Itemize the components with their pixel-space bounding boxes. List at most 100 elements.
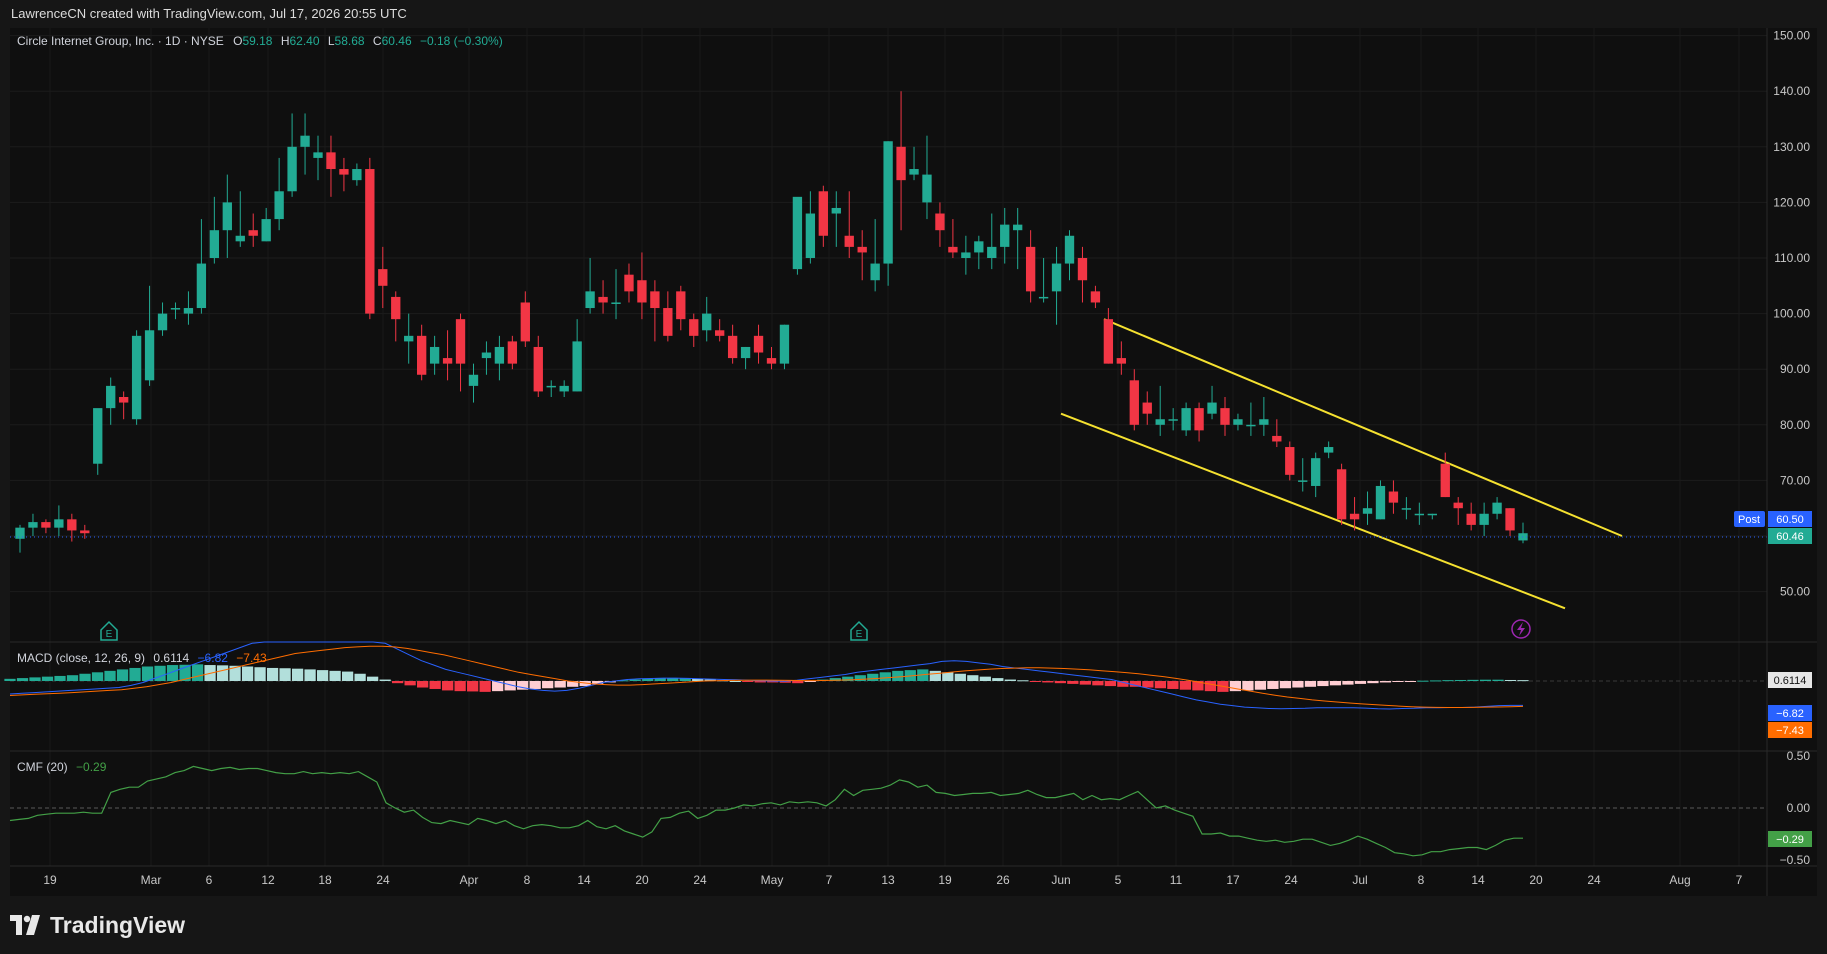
signal-line-badge: −7.43 bbox=[1768, 722, 1812, 738]
dividend-lightning-marker[interactable] bbox=[1511, 619, 1531, 639]
candle-body bbox=[637, 280, 647, 303]
macd-histogram-bar bbox=[942, 672, 954, 681]
macd-histogram-bar bbox=[729, 681, 741, 682]
lightning-icon bbox=[1511, 619, 1531, 639]
candle-body bbox=[80, 530, 90, 534]
candle-body bbox=[1207, 402, 1217, 414]
time-tick-label: 14 bbox=[577, 873, 591, 887]
candle-body bbox=[157, 313, 168, 331]
candle-body bbox=[1038, 296, 1049, 299]
cmf-badge-bg bbox=[1768, 831, 1812, 847]
candle-body bbox=[779, 324, 790, 364]
macd-histogram-bar bbox=[241, 666, 254, 681]
earnings-marker[interactable]: E bbox=[850, 620, 868, 641]
macd-histogram-bar bbox=[867, 673, 879, 681]
candle-body bbox=[1298, 480, 1308, 482]
tradingview-logo[interactable]: TradingView bbox=[10, 908, 185, 942]
macd-histogram-bar bbox=[1492, 679, 1504, 681]
macd-histogram-bar bbox=[617, 680, 629, 682]
candle-body bbox=[1453, 502, 1463, 509]
macd-histogram-bar bbox=[467, 681, 479, 692]
open-label: O bbox=[233, 34, 242, 48]
macd-histogram-bar bbox=[1179, 681, 1192, 690]
price-tick-label: 90.00 bbox=[1780, 362, 1810, 376]
close-label: C bbox=[373, 34, 382, 48]
candle-body bbox=[896, 146, 906, 181]
candle-body bbox=[1168, 419, 1178, 421]
candle-body bbox=[1285, 447, 1295, 475]
cmf-tick-label: 0.50 bbox=[1787, 749, 1811, 763]
macd-legend-macd: −6.82 bbox=[198, 651, 229, 665]
macd-histogram-bar bbox=[404, 681, 416, 686]
candle-body bbox=[831, 207, 841, 214]
candle-body bbox=[481, 352, 492, 359]
price-tick-label: 70.00 bbox=[1780, 473, 1810, 487]
candle-body bbox=[676, 291, 686, 320]
macd-hist-badge-text: 0.6114 bbox=[1774, 675, 1807, 687]
candle-body bbox=[54, 519, 64, 528]
macd-histogram-bar bbox=[1442, 680, 1454, 682]
time-tick-label: 8 bbox=[524, 873, 531, 887]
macd-histogram-bar bbox=[179, 664, 191, 681]
macd-histogram-bar bbox=[1517, 680, 1529, 682]
trend-channel[interactable] bbox=[1060, 318, 1623, 610]
candle-body bbox=[844, 235, 854, 247]
candle-body bbox=[313, 152, 323, 158]
earnings-marker[interactable]: E bbox=[100, 620, 118, 641]
candle-body bbox=[740, 346, 751, 359]
macd-line bbox=[9, 641, 1523, 710]
candle-body bbox=[93, 408, 103, 464]
time-axis[interactable]: 19 Mar 6 12 18 24 Apr 8 14 20 24 May 7 13 19 26 Jun 5 11 17… bbox=[43, 873, 1742, 887]
candle-body bbox=[118, 397, 129, 403]
macd-histogram-bar bbox=[1467, 679, 1479, 681]
time-tick-label: 26 bbox=[996, 873, 1010, 887]
macd-histogram-bar bbox=[792, 681, 804, 684]
macd-legend[interactable]: MACD (close, 12, 26, 9) 0.6114 −6.82 −7.… bbox=[17, 651, 267, 665]
trend-line[interactable] bbox=[1060, 412, 1566, 610]
signal-line bbox=[9, 645, 1524, 708]
candle-body bbox=[1142, 402, 1152, 414]
earnings-icon bbox=[100, 620, 118, 641]
macd-histogram-bar bbox=[892, 670, 904, 681]
macd-histogram-bar bbox=[1329, 681, 1342, 686]
high-label: H bbox=[281, 34, 290, 48]
price-axis[interactable]: 150.00 140.00 130.00 120.00 110.00 100.00 90.0… bbox=[1773, 29, 1810, 867]
price-tick-label: 110.00 bbox=[1774, 251, 1810, 265]
macd-histogram-bar bbox=[642, 678, 654, 681]
macd-histogram-bar bbox=[654, 678, 666, 681]
lightning-glyph bbox=[1517, 622, 1525, 636]
macd-histogram-bar bbox=[354, 673, 366, 681]
candle-body bbox=[1000, 224, 1010, 247]
candle-body bbox=[1220, 408, 1230, 425]
cmf-legend[interactable]: CMF (20) −0.29 bbox=[17, 760, 107, 774]
macd-histogram-bar bbox=[392, 681, 404, 684]
time-tick-label: 12 bbox=[261, 873, 275, 887]
macd-histogram-bar bbox=[1254, 681, 1267, 690]
time-tick-label: 18 bbox=[318, 873, 332, 887]
candle-body bbox=[1401, 508, 1412, 510]
macd-legend-signal: −7.43 bbox=[236, 651, 267, 665]
last-price-bg bbox=[1768, 528, 1812, 544]
candle-body bbox=[170, 308, 181, 310]
time-tick-label: 13 bbox=[881, 873, 895, 887]
signal-line-badge-text: −7.43 bbox=[1776, 725, 1804, 737]
candle-body bbox=[987, 246, 997, 258]
candle-body bbox=[1090, 291, 1101, 303]
macd-histogram-bar bbox=[629, 679, 641, 681]
brand-text: TradingView bbox=[50, 911, 186, 938]
macd-histogram-bar bbox=[1454, 679, 1467, 681]
candle-body bbox=[1336, 469, 1347, 520]
macd-line-badge: −6.82 bbox=[1768, 705, 1812, 721]
price-tick-label: 140.00 bbox=[1773, 84, 1810, 98]
trend-line[interactable] bbox=[1103, 318, 1623, 537]
candle-body bbox=[922, 174, 932, 203]
macd-histogram-bar bbox=[742, 681, 754, 682]
post-label-bg bbox=[1734, 511, 1765, 527]
macd-histogram-bar bbox=[1379, 681, 1392, 683]
macd-histogram-bar bbox=[66, 675, 79, 681]
candle-series bbox=[15, 91, 1528, 553]
symbol-legend[interactable]: Circle Internet Group, Inc. · 1D · NYSE … bbox=[17, 34, 503, 48]
candle-body bbox=[974, 241, 984, 253]
candle-body bbox=[1414, 513, 1425, 516]
